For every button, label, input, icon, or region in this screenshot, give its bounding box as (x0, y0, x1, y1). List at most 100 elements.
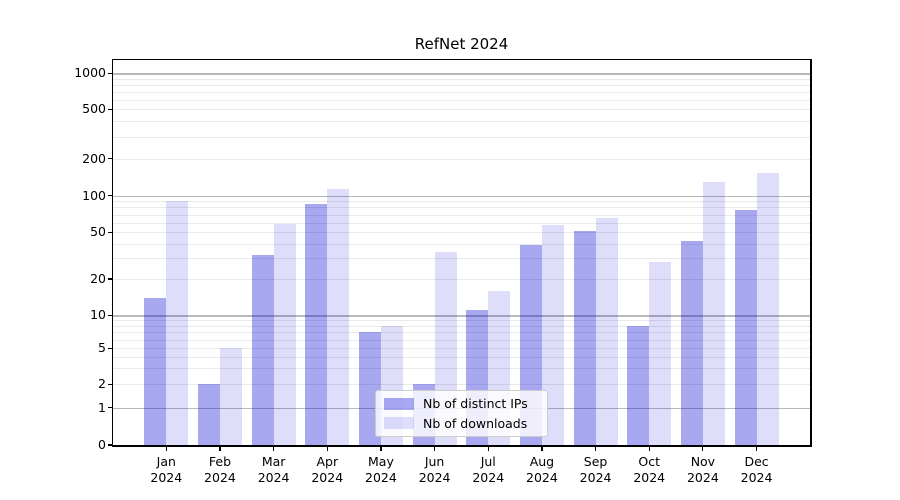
gridline-minor (113, 332, 810, 334)
x-axis-label: Sep 2024 (566, 454, 626, 485)
x-axis-label-year: 2024 (633, 469, 666, 485)
x-axis-label-year: 2024 (418, 469, 451, 485)
gridline-minor (113, 91, 810, 93)
gridline-minor (113, 222, 810, 224)
gridline-minor (113, 121, 810, 123)
y-axis-label: 50 (90, 224, 106, 240)
x-axis-tick (541, 446, 543, 451)
legend: Nb of distinct IPs Nb of downloads (375, 390, 548, 437)
bar-downloads-sep (595, 217, 618, 445)
x-axis-label: Nov 2024 (673, 454, 733, 485)
gridline-minor (113, 325, 810, 327)
x-axis-label-month: Mar (261, 454, 286, 469)
x-axis-label-month: Aug (529, 454, 555, 469)
legend-item-downloads: Nb of downloads (384, 416, 539, 431)
x-axis-label: Apr 2024 (297, 454, 357, 485)
y-axis-label: 100 (82, 187, 106, 203)
y-axis-tick (107, 314, 112, 316)
bar-downloads-dec (756, 173, 779, 445)
y-axis-label: 20 (90, 271, 106, 286)
x-axis-label: Jul 2024 (458, 454, 518, 485)
x-axis-label: Mar 2024 (244, 454, 304, 485)
x-axis-label-year: 2024 (150, 469, 183, 485)
axis-spine-left (111, 58, 113, 447)
gridline-minor (113, 368, 810, 370)
x-axis-label-month: May (368, 454, 394, 469)
bar-ips-nov (680, 241, 703, 445)
bar-downloads-mar (273, 223, 296, 445)
gridline-minor (113, 214, 810, 216)
axis-spine-right (810, 58, 812, 447)
x-axis-tick (219, 446, 221, 451)
y-axis-tick (107, 444, 112, 446)
plot-area (113, 60, 810, 445)
y-axis-label: 1 (98, 399, 106, 415)
gridline-minor (113, 99, 810, 101)
x-axis-label: Dec 2024 (727, 454, 787, 485)
x-axis-label-year: 2024 (686, 469, 719, 485)
gridline-minor (113, 136, 810, 138)
gridline-major (113, 195, 810, 197)
bar-ips-feb (197, 384, 220, 445)
x-axis-label-month: Dec (744, 454, 769, 469)
y-axis-label: 10 (90, 307, 106, 323)
gridline-minor (113, 84, 810, 86)
gridline-minor (113, 207, 810, 209)
y-axis-tick (107, 231, 112, 233)
x-axis-label: Aug 2024 (512, 454, 572, 485)
bar-downloads-apr (327, 189, 350, 445)
y-axis-label: 5 (98, 340, 106, 356)
y-axis-tick (107, 347, 112, 349)
gridline-minor (113, 320, 810, 322)
gridline-minor (113, 258, 810, 260)
x-axis-label: Jan 2024 (136, 454, 196, 485)
x-axis-label-month: Apr (316, 454, 339, 469)
x-axis-label-year: 2024 (472, 469, 505, 485)
x-axis-label: Oct 2024 (619, 454, 679, 485)
x-axis-label-month: Jul (480, 454, 496, 469)
gridline-minor (113, 201, 810, 203)
x-axis-label-year: 2024 (740, 469, 773, 485)
x-axis-label-month: Feb (208, 454, 232, 469)
x-axis-tick (380, 446, 382, 451)
x-axis-label: May 2024 (351, 454, 411, 485)
y-axis-label: 500 (82, 101, 106, 117)
gridline-minor (113, 357, 810, 359)
bar-ips-dec (734, 209, 757, 445)
gridline-minor (113, 243, 810, 245)
x-axis-label-month: Oct (638, 454, 661, 469)
x-axis-label-year: 2024 (579, 469, 612, 485)
bar-ips-sep (573, 231, 596, 445)
gridline-minor (113, 339, 810, 341)
bar-downloads-nov (702, 181, 725, 445)
y-axis-tick (107, 158, 112, 160)
bar-downloads-oct (649, 261, 672, 445)
y-axis-label: 200 (82, 150, 106, 166)
y-axis-label: 0 (98, 437, 106, 452)
y-axis-tick (107, 407, 112, 409)
bar-ips-oct (627, 325, 650, 445)
y-axis-tick (107, 383, 112, 385)
legend-swatch-downloads (384, 417, 414, 430)
y-axis-label: 2 (98, 376, 106, 392)
y-axis-tick (107, 278, 112, 280)
y-axis-tick (107, 108, 112, 110)
x-axis-tick (326, 446, 328, 451)
x-axis-label-year: 2024 (365, 469, 397, 485)
legend-item-distinct-ips: Nb of distinct IPs (384, 396, 539, 411)
x-axis-label-month: Jan (156, 454, 176, 469)
x-axis-label-month: Sep (583, 454, 608, 469)
bar-downloads-aug (541, 225, 564, 445)
x-axis-tick (487, 446, 489, 451)
y-axis-label: 1000 (74, 65, 106, 81)
bar-ips-apr (305, 203, 328, 445)
x-axis-label-year: 2024 (526, 469, 558, 485)
gridline-minor (113, 232, 810, 234)
chart-title: RefNet 2024 (414, 35, 509, 53)
gridline-minor (113, 158, 810, 160)
legend-label-ips: Nb of distinct IPs (423, 396, 528, 412)
legend-swatch-ips (384, 397, 414, 410)
axis-spine-top (111, 58, 812, 60)
gridline-minor (113, 279, 810, 280)
